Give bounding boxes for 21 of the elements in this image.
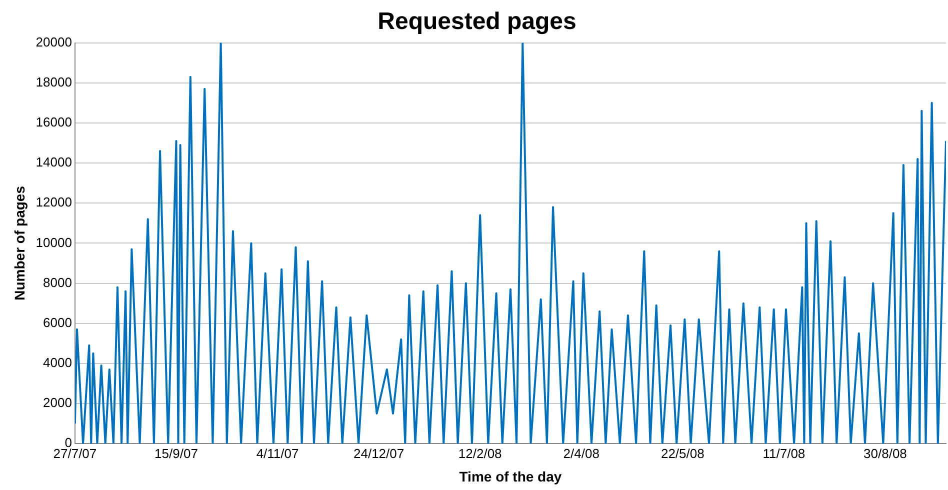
y-tick-label: 2000: [43, 395, 72, 410]
y-tick-label: 18000: [36, 74, 72, 90]
x-tick-label: 11/7/08: [762, 446, 806, 461]
x-tick-label: 15/9/07: [154, 446, 198, 461]
x-tick-label: 2/4/08: [563, 446, 600, 461]
y-tick-label: 16000: [36, 114, 72, 130]
x-axis-title: Time of the day: [459, 468, 562, 484]
x-tick-label: 30/8/08: [864, 446, 907, 461]
x-tick-label: 22/5/08: [660, 446, 704, 461]
x-tick-label: 4/11/07: [256, 446, 299, 461]
y-tick-label: 8000: [43, 274, 72, 290]
y-axis-title: Number of pages: [11, 186, 28, 300]
y-tick-label: 4000: [43, 355, 72, 370]
y-tick-label: 20000: [36, 34, 72, 50]
y-tick-label: 14000: [36, 154, 72, 170]
x-tick-label: 12/2/08: [458, 446, 502, 461]
y-tick-label: 10000: [36, 234, 72, 250]
y-tick-label: 6000: [43, 314, 72, 330]
chart-title: Requested pages: [378, 8, 576, 36]
y-tick-label: 12000: [36, 194, 72, 210]
x-tick-label: 24/12/07: [354, 446, 404, 461]
